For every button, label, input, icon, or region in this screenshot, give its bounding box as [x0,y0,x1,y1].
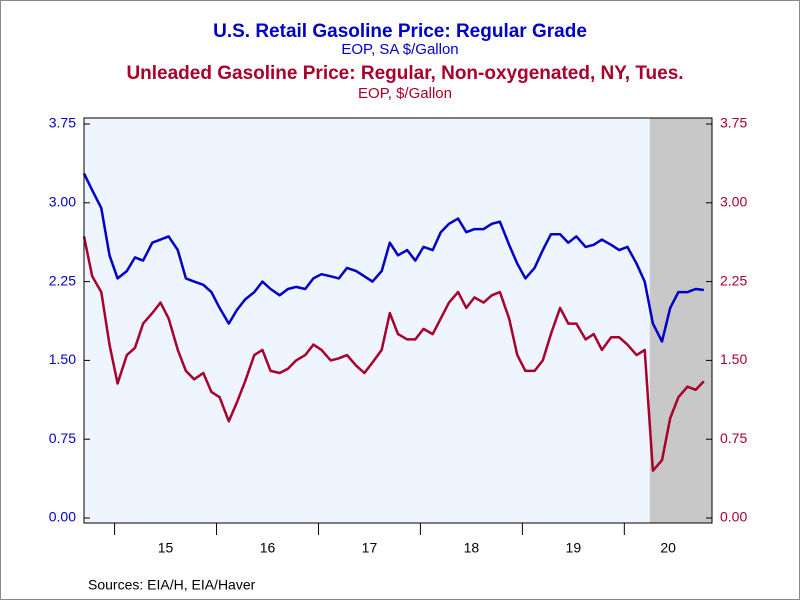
y-tick-label: 2.25 [49,272,76,288]
y2-tick-label: 2.25 [720,272,747,288]
x-tick-label: 19 [566,540,582,556]
y-tick-label: 3.75 [49,115,76,131]
y-tick-label: 1.50 [49,351,76,367]
y2-tick-label: 0.00 [720,509,747,525]
y-tick-label: 3.00 [49,194,76,210]
y2-tick-label: 3.00 [720,194,747,210]
y-tick-label: 0.75 [49,430,76,446]
y2-tick-label: 1.50 [720,351,747,367]
x-tick-label: 17 [362,540,378,556]
y-tick-label: 0.00 [49,509,76,525]
y2-tick-label: 0.75 [720,430,747,446]
line-series [82,172,704,343]
plot-area [84,118,712,523]
y2-tick-label: 3.75 [720,115,747,131]
subtitle: EOP, SA $/Gallon [341,41,458,58]
subtitle: EOP, $/Gallon [358,85,452,102]
shaded-region [649,118,712,523]
plot-border [83,117,713,524]
line-series [82,236,705,472]
x-tick-label: 16 [260,540,276,556]
x-tick-label: 20 [660,540,676,556]
title: Unleaded Gasoline Price: Regular, Non-ox… [126,63,683,84]
source: Sources: EIA/H, EIA/Haver [88,577,256,593]
title: U.S. Retail Gasoline Price: Regular Grad… [213,21,587,42]
x-tick-label: 18 [464,540,480,556]
x-tick-label: 15 [158,540,174,556]
